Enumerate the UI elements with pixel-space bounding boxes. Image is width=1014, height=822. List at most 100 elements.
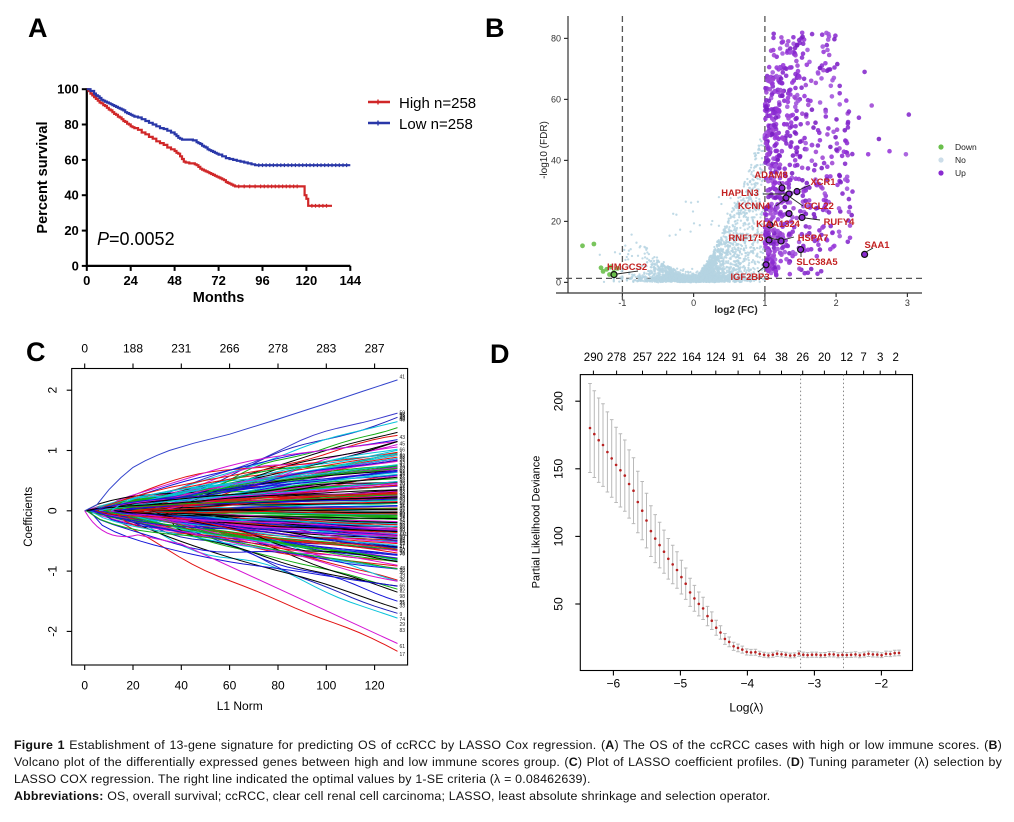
svg-text:78: 78 <box>400 552 406 558</box>
svg-text:74: 74 <box>400 617 406 623</box>
svg-text:29: 29 <box>400 466 406 472</box>
svg-text:55: 55 <box>400 600 406 606</box>
svg-text:62: 62 <box>400 412 406 418</box>
svg-text:C: C <box>26 337 46 367</box>
svg-text:KCNN4: KCNN4 <box>738 200 771 211</box>
svg-text:XCR1: XCR1 <box>810 176 835 187</box>
svg-text:D: D <box>490 339 510 369</box>
svg-text:High n=258: High n=258 <box>399 95 476 112</box>
svg-text:70: 70 <box>400 482 406 488</box>
svg-text:9: 9 <box>400 462 403 468</box>
svg-text:44: 44 <box>400 485 406 491</box>
svg-text:40: 40 <box>400 536 406 542</box>
svg-text:1: 1 <box>762 298 767 308</box>
svg-text:CCL22: CCL22 <box>804 200 834 211</box>
svg-text:−2: −2 <box>875 677 889 691</box>
svg-text:43: 43 <box>400 575 406 581</box>
svg-text:100: 100 <box>551 526 565 546</box>
svg-text:1: 1 <box>46 447 60 454</box>
svg-text:60: 60 <box>400 534 406 540</box>
svg-text:7: 7 <box>860 352 866 364</box>
svg-text:0: 0 <box>556 277 561 287</box>
svg-text:80: 80 <box>271 679 285 693</box>
svg-text:81: 81 <box>400 486 406 492</box>
svg-text:15: 15 <box>400 494 406 500</box>
svg-text:0: 0 <box>72 258 79 273</box>
svg-text:26: 26 <box>400 481 406 487</box>
svg-text:20: 20 <box>818 352 831 364</box>
svg-text:0: 0 <box>81 679 88 693</box>
svg-text:48: 48 <box>400 566 406 572</box>
svg-text:HMGCS2: HMGCS2 <box>607 261 647 272</box>
svg-text:12: 12 <box>840 352 853 364</box>
svg-text:20: 20 <box>64 223 78 238</box>
svg-text:231: 231 <box>171 342 191 356</box>
svg-text:164: 164 <box>682 352 702 364</box>
svg-text:No: No <box>955 155 966 165</box>
svg-text:22: 22 <box>400 531 406 537</box>
svg-text:86: 86 <box>400 510 406 516</box>
svg-text:83: 83 <box>400 468 406 474</box>
svg-text:HSPA7: HSPA7 <box>798 232 829 243</box>
svg-text:Percent survival: Percent survival <box>35 122 51 234</box>
svg-text:P=0.0052: P=0.0052 <box>97 229 175 249</box>
svg-text:41: 41 <box>400 545 406 551</box>
svg-text:61: 61 <box>400 644 406 650</box>
svg-text:27: 27 <box>400 544 406 550</box>
svg-text:45: 45 <box>400 578 406 584</box>
svg-text:88: 88 <box>400 568 406 574</box>
svg-text:Down: Down <box>955 142 977 152</box>
svg-text:39: 39 <box>400 472 406 478</box>
svg-text:2: 2 <box>834 298 839 308</box>
svg-text:Months: Months <box>193 290 245 306</box>
svg-text:287: 287 <box>365 342 385 356</box>
svg-text:64: 64 <box>753 352 766 364</box>
svg-text:98: 98 <box>400 455 406 461</box>
svg-text:96: 96 <box>255 273 269 288</box>
svg-text:72: 72 <box>211 273 225 288</box>
svg-text:33: 33 <box>400 604 406 610</box>
svg-text:100: 100 <box>316 679 336 693</box>
svg-text:26: 26 <box>796 352 809 364</box>
svg-text:144: 144 <box>339 273 361 288</box>
svg-text:43: 43 <box>400 435 406 441</box>
svg-text:KIAA1324: KIAA1324 <box>756 218 801 229</box>
svg-text:5: 5 <box>400 488 403 494</box>
svg-text:−5: −5 <box>674 677 688 691</box>
svg-text:20: 20 <box>126 679 140 693</box>
svg-text:21: 21 <box>400 601 406 607</box>
svg-text:46: 46 <box>400 418 406 424</box>
svg-text:28: 28 <box>400 524 406 530</box>
svg-text:63: 63 <box>400 489 406 495</box>
svg-text:35: 35 <box>400 504 406 510</box>
svg-text:12: 12 <box>400 588 406 594</box>
svg-text:80: 80 <box>551 33 561 43</box>
svg-text:40: 40 <box>64 188 78 203</box>
svg-text:94: 94 <box>400 478 406 484</box>
svg-text:66: 66 <box>400 448 406 454</box>
svg-text:48: 48 <box>400 416 406 422</box>
svg-text:40: 40 <box>175 679 189 693</box>
svg-text:Partial Likelihood Deviance: Partial Likelihood Deviance <box>531 456 543 589</box>
svg-text:74: 74 <box>400 464 406 470</box>
svg-text:-log10 (FDR): -log10 (FDR) <box>539 121 550 179</box>
svg-text:58: 58 <box>400 477 406 483</box>
svg-text:-2: -2 <box>46 626 60 637</box>
svg-text:23: 23 <box>400 499 406 505</box>
svg-text:188: 188 <box>123 342 143 356</box>
svg-text:SAA1: SAA1 <box>864 239 889 250</box>
svg-text:−4: −4 <box>741 677 755 691</box>
svg-text:3: 3 <box>877 352 883 364</box>
svg-text:59: 59 <box>400 508 406 514</box>
svg-text:78: 78 <box>400 414 406 420</box>
svg-text:2: 2 <box>892 352 898 364</box>
svg-text:111: 111 <box>400 532 408 538</box>
svg-text:98: 98 <box>400 594 406 600</box>
svg-text:66: 66 <box>400 583 406 589</box>
svg-text:61: 61 <box>400 469 406 475</box>
svg-text:90: 90 <box>400 493 406 499</box>
svg-text:-1: -1 <box>618 298 626 308</box>
svg-text:3: 3 <box>400 587 403 593</box>
svg-text:Up: Up <box>955 168 966 178</box>
svg-text:80: 80 <box>64 117 78 132</box>
